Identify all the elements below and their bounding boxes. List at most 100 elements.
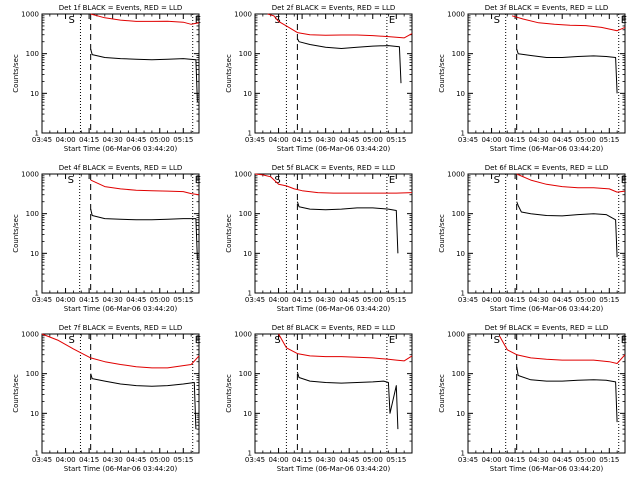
y-tick-label: 100	[452, 210, 465, 218]
x-axis-label: Start Time (06-Mar-06 03:44:20)	[490, 465, 604, 473]
events-series-line	[296, 38, 402, 84]
y-tick-label: 10	[243, 410, 252, 418]
x-tick-label: 05:15	[386, 296, 406, 304]
end-marker-label: E	[389, 175, 395, 186]
plot-frame	[254, 173, 413, 294]
x-tick-label: 05:15	[173, 456, 193, 464]
x-tick-label: 03:45	[458, 296, 478, 304]
x-tick-label: 03:45	[32, 136, 52, 144]
x-axis-label: Start Time (06-Mar-06 03:44:20)	[277, 305, 391, 313]
events-series-line	[90, 373, 197, 430]
x-tick-label: 04:45	[339, 136, 359, 144]
panel-title: Det 7f BLACK = Events, RED = LLD	[59, 324, 182, 332]
x-axis-label: Start Time (06-Mar-06 03:44:20)	[490, 145, 604, 153]
x-tick-label: 05:15	[599, 136, 619, 144]
lld-series-line	[511, 15, 626, 32]
x-tick-label: 04:30	[529, 136, 549, 144]
detector-panel-8: Det 8f BLACK = Events, RED = LLD 1 10 100 10…	[225, 324, 413, 473]
x-tick-label: 05:15	[386, 136, 406, 144]
detector-panel-9: Det 9f BLACK = Events, RED = LLD 1 10 100 10…	[438, 324, 627, 473]
y-tick-label: 1	[248, 130, 252, 138]
x-tick-label: 05:00	[363, 456, 383, 464]
plot-frame	[467, 173, 626, 294]
y-tick-label: 100	[452, 50, 465, 58]
y-tick-label: 10	[243, 250, 252, 258]
detector-panel-3: Det 3f BLACK = Events, RED = LLD 1 10 100 10…	[438, 4, 627, 153]
plot-frame	[254, 333, 413, 454]
y-tick-label: 1000	[234, 331, 252, 339]
lld-series-line	[516, 173, 626, 193]
y-tick-label: 100	[26, 50, 39, 58]
x-tick-label: 04:30	[316, 136, 336, 144]
y-tick-label: 100	[239, 370, 252, 378]
lld-series-line	[90, 179, 200, 196]
start-marker-label: S	[494, 335, 500, 346]
y-tick-label: 1	[248, 290, 252, 298]
x-tick-label: 04:45	[552, 296, 572, 304]
y-tick-label: 1	[461, 450, 465, 458]
y-tick-label: 1000	[447, 11, 465, 19]
y-axis-label: Counts/sec	[438, 214, 446, 253]
x-tick-label: 04:15	[505, 456, 525, 464]
x-tick-label: 05:00	[150, 296, 170, 304]
lld-series-line	[278, 333, 413, 362]
y-axis-label: Counts/sec	[438, 54, 446, 93]
y-axis-label: Counts/sec	[225, 214, 233, 253]
y-axis-label: Counts/sec	[438, 374, 446, 413]
x-tick-label: 03:45	[458, 456, 478, 464]
start-marker-label: S	[274, 335, 280, 346]
panel-title: Det 3f BLACK = Events, RED = LLD	[485, 4, 608, 12]
x-tick-label: 04:00	[55, 456, 75, 464]
end-marker-label: E	[195, 15, 201, 26]
y-tick-label: 1	[248, 450, 252, 458]
plot-frame	[41, 333, 200, 454]
x-axis-label: Start Time (06-Mar-06 03:44:20)	[64, 145, 178, 153]
x-tick-label: 04:00	[55, 136, 75, 144]
events-series-line	[296, 371, 399, 430]
x-tick-label: 03:45	[458, 136, 478, 144]
events-series-line	[90, 208, 198, 260]
x-tick-label: 05:15	[173, 296, 193, 304]
x-tick-label: 04:00	[268, 456, 288, 464]
y-axis-label: Counts/sec	[12, 214, 20, 253]
x-axis-label: Start Time (06-Mar-06 03:44:20)	[64, 305, 178, 313]
y-axis-label: Counts/sec	[12, 374, 20, 413]
plot-frame	[254, 13, 413, 134]
y-axis-label: Counts/sec	[225, 54, 233, 93]
x-tick-label: 03:45	[32, 456, 52, 464]
end-marker-label: E	[195, 335, 201, 346]
y-tick-label: 1000	[21, 171, 39, 179]
y-tick-label: 1	[461, 130, 465, 138]
detector-panel-7: Det 7f BLACK = Events, RED = LLD 1 10 100 10…	[12, 324, 201, 473]
start-marker-label: S	[68, 335, 74, 346]
detector-panel-4: Det 4f BLACK = Events, RED = LLD 1 10 100 10…	[12, 164, 201, 313]
y-tick-label: 1000	[21, 331, 39, 339]
plot-frame	[467, 13, 626, 134]
y-tick-label: 10	[456, 250, 465, 258]
panel-title: Det 9f BLACK = Events, RED = LLD	[485, 324, 608, 332]
x-tick-label: 04:30	[529, 456, 549, 464]
lld-series-line	[498, 335, 626, 364]
y-tick-label: 10	[30, 250, 39, 258]
x-tick-label: 04:30	[316, 296, 336, 304]
x-tick-label: 04:00	[268, 296, 288, 304]
end-marker-label: E	[621, 335, 627, 346]
detector-panel-6: Det 6f BLACK = Events, RED = LLD 1 10 100 10…	[438, 164, 627, 313]
x-tick-label: 05:15	[599, 456, 619, 464]
x-tick-label: 03:45	[245, 136, 265, 144]
x-axis-label: Start Time (06-Mar-06 03:44:20)	[277, 465, 391, 473]
y-tick-label: 1	[35, 130, 39, 138]
x-tick-label: 05:15	[386, 456, 406, 464]
y-tick-label: 100	[239, 210, 252, 218]
detector-panel-2: Det 2f BLACK = Events, RED = LLD 1 10 100 10…	[225, 4, 413, 153]
x-tick-label: 04:45	[552, 456, 572, 464]
y-tick-label: 1	[461, 290, 465, 298]
x-axis-label: Start Time (06-Mar-06 03:44:20)	[64, 465, 178, 473]
x-tick-label: 04:15	[79, 296, 99, 304]
x-tick-label: 05:00	[150, 456, 170, 464]
panel-title: Det 5f BLACK = Events, RED = LLD	[272, 164, 395, 172]
x-tick-label: 03:45	[245, 296, 265, 304]
end-marker-label: E	[621, 15, 627, 26]
x-tick-label: 04:15	[292, 296, 312, 304]
